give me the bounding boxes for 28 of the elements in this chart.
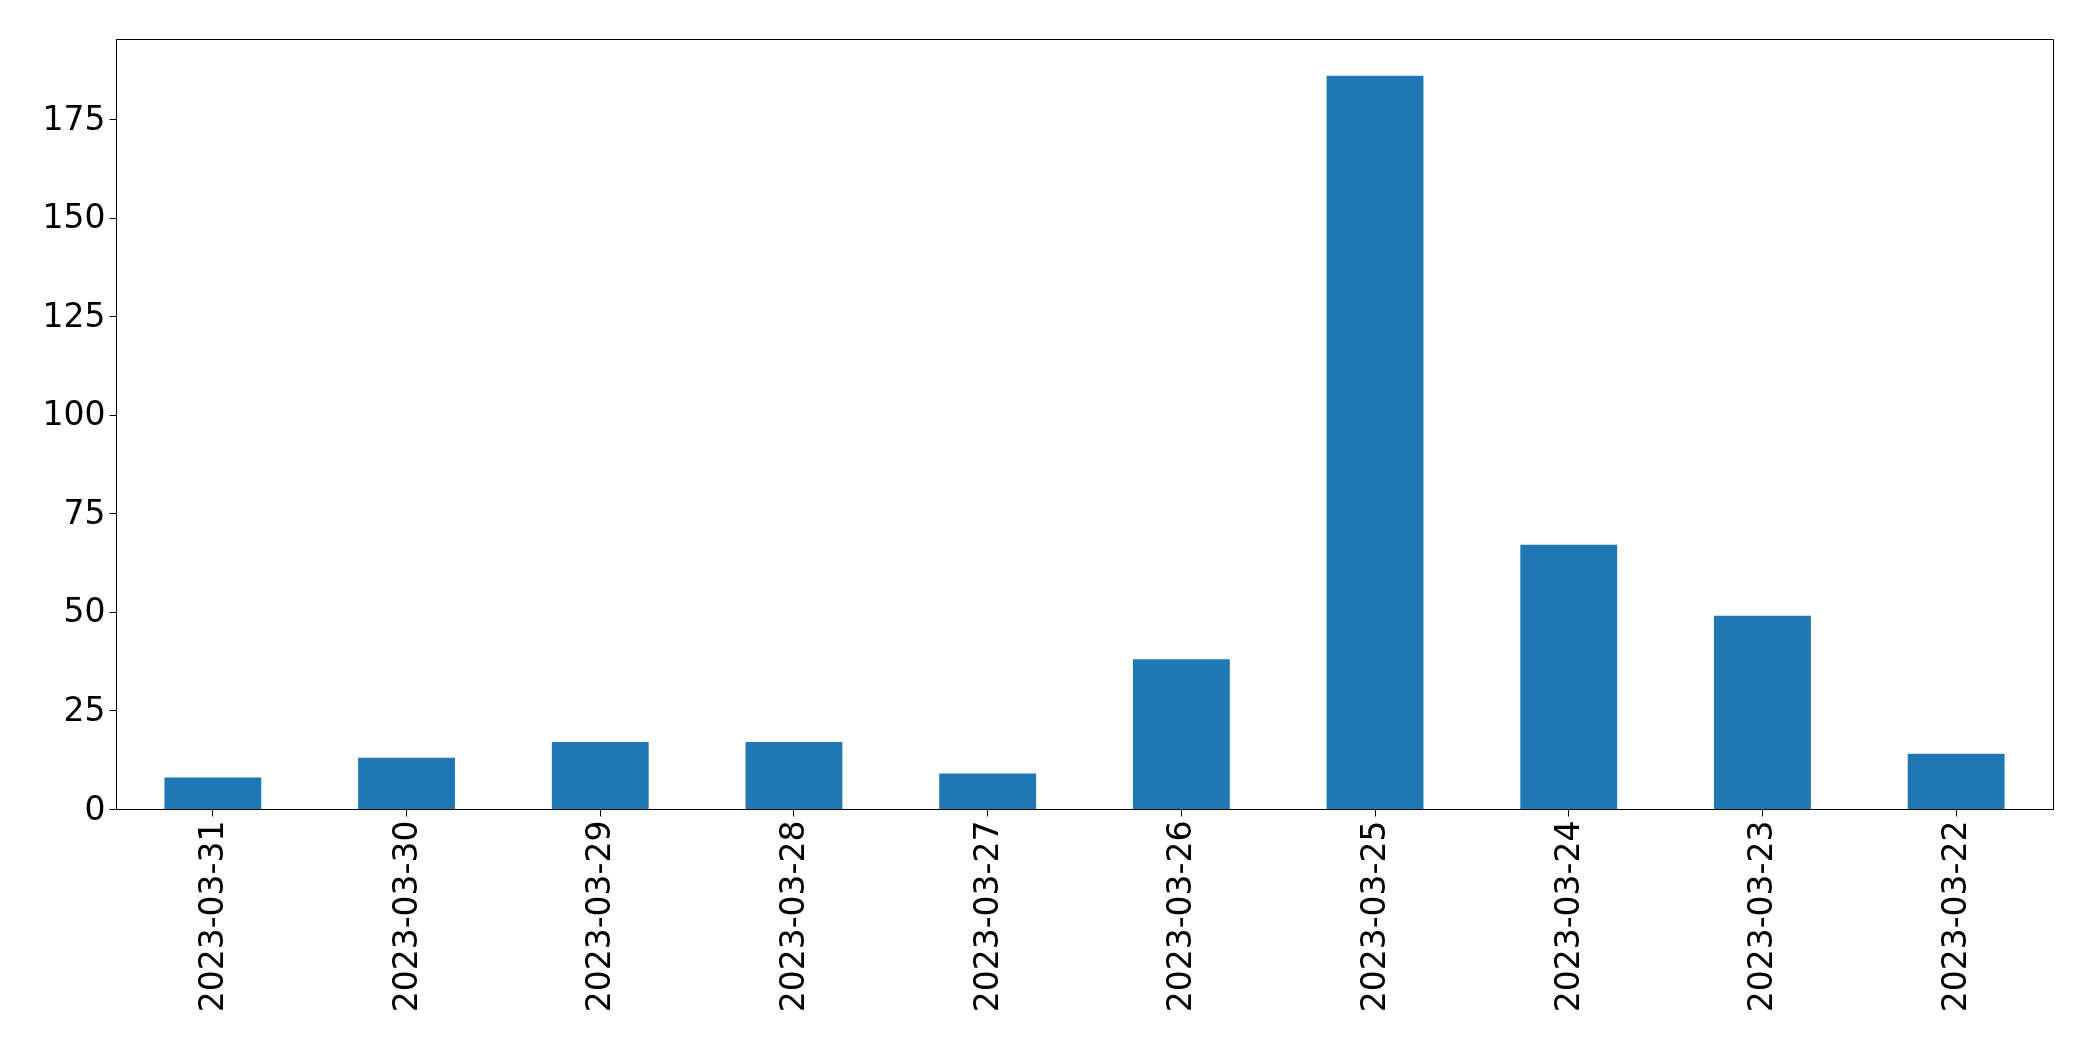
y-tick-label: 50 [63, 591, 106, 631]
bar [164, 777, 262, 809]
x-tick-label: 2023-03-31 [191, 820, 231, 1013]
x-tick-label: 2023-03-28 [772, 820, 812, 1013]
y-tick-label: 125 [42, 295, 106, 335]
bar [1326, 75, 1424, 809]
x-tick-label: 2023-03-25 [1354, 820, 1394, 1013]
bar [939, 773, 1037, 809]
y-tick-label: 25 [63, 689, 106, 729]
bar [1907, 753, 2005, 809]
bar [1132, 659, 1230, 809]
y-tick-label: 100 [42, 394, 106, 434]
x-tick-label: 2023-03-24 [1547, 820, 1587, 1013]
y-tick-label: 175 [42, 98, 106, 138]
y-tick-label: 75 [63, 492, 106, 532]
x-tick-label: 2023-03-27 [966, 820, 1006, 1013]
bar [1714, 615, 1811, 809]
bar [358, 757, 455, 809]
y-tick-label: 0 [84, 788, 106, 828]
x-tick-label: 2023-03-30 [385, 820, 425, 1013]
y-tick-label: 150 [42, 197, 106, 237]
bar [745, 741, 843, 809]
x-tick-label: 2023-03-26 [1160, 820, 1200, 1013]
x-tick-label: 2023-03-29 [579, 820, 619, 1013]
x-tick-label: 2023-03-23 [1741, 820, 1781, 1013]
x-tick-label: 2023-03-22 [1935, 820, 1975, 1013]
bar [551, 741, 649, 809]
bar [1520, 544, 1618, 809]
